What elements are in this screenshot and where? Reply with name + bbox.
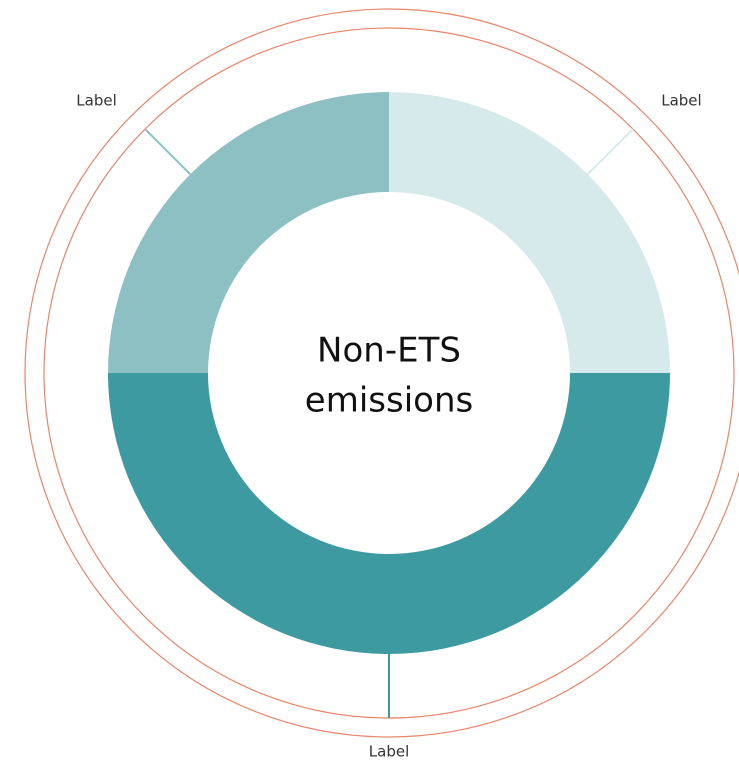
donut-segment <box>108 373 670 654</box>
center-text: Non-ETS <box>317 331 461 371</box>
segment-label: Label <box>76 91 116 109</box>
leader-line <box>586 128 634 176</box>
outer-ring <box>24 8 739 738</box>
leader-line <box>144 128 192 176</box>
donut-segment <box>389 92 670 373</box>
donut-segment <box>108 92 389 373</box>
segment-label: Label <box>661 91 701 109</box>
center-text: emissions <box>305 381 473 421</box>
segment-label: Label <box>369 743 409 761</box>
